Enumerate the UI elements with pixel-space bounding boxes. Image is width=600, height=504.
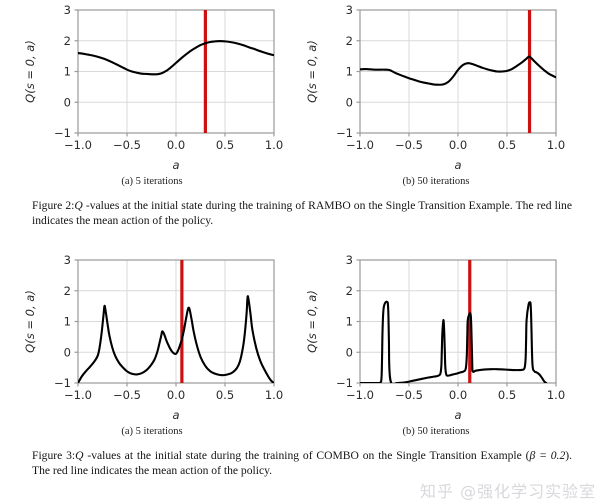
axis-ticks: −1.0 −0.5 0.0 0.5 1.0 −1 0 1 2 3 — [336, 3, 565, 152]
y-tick-label: 3 — [346, 3, 353, 17]
y-tick-label: 3 — [346, 253, 353, 267]
x-tick-label: −0.5 — [395, 388, 423, 402]
y-tick-label: 2 — [346, 34, 353, 48]
figure-3-caption-math: Q — [75, 449, 84, 462]
chart-fig3a: −1.0 −0.5 0.0 0.5 1.0 −1 0 1 2 3 a Q(s = 0, a) — [18, 250, 298, 425]
figure-3-caption-math2: β = 0.2 — [529, 449, 566, 462]
figure-2-panels: −1.0 −0.5 0.0 0.5 1.0 −1 0 1 2 3 a Q(s = 0, a) −1.0… — [0, 0, 600, 175]
q-value-curve — [360, 300, 548, 383]
chart-fig3b: −1.0 −0.5 0.0 0.5 1.0 −1 0 1 2 3 a Q(s = 0, a) — [300, 250, 580, 425]
figure-3-caption-text2: ). The red line indicates the mean actio… — [32, 449, 573, 477]
watermark: 知乎 @强化学习实验室 — [420, 482, 597, 501]
axis-ticks: −1.0 −0.5 0.0 0.5 1.0 −1 0 1 2 3 — [54, 3, 283, 152]
y-tick-label: 0 — [64, 95, 71, 109]
y-tick-label: 1 — [346, 315, 353, 329]
subcaption-fig2b: (b) 50 iterations — [402, 176, 470, 187]
figure-3-caption: Figure 3:Q -values at the initial state … — [0, 449, 600, 478]
y-tick-label: 1 — [64, 65, 71, 79]
x-axis-label: a — [454, 158, 461, 172]
axis-ticks: −1.0 −0.5 0.0 0.5 1.0 −1 0 1 2 3 — [54, 253, 283, 402]
plot-fig3b: −1.0 −0.5 0.0 0.5 1.0 −1 0 1 2 3 a Q(s = 0, a) — [305, 253, 565, 422]
axis-ticks: −1.0 −0.5 0.0 0.5 1.0 −1 0 1 2 3 — [336, 253, 565, 402]
y-tick-label: 2 — [64, 34, 71, 48]
x-tick-label: 0.0 — [449, 388, 467, 402]
x-axis-label: a — [454, 408, 461, 422]
x-tick-label: 0.0 — [167, 138, 185, 152]
y-tick-label: 1 — [64, 315, 71, 329]
y-tick-label: 2 — [346, 284, 353, 298]
y-tick-label: 0 — [346, 345, 353, 359]
y-axis-label: Q(s = 0, a) — [305, 290, 319, 353]
x-tick-label: 1.0 — [547, 138, 565, 152]
q-value-curve — [360, 55, 556, 86]
figure-2-caption-math: Q — [74, 199, 83, 212]
figure-3-panels: −1.0 −0.5 0.0 0.5 1.0 −1 0 1 2 3 a Q(s = 0, a) −1.0… — [0, 250, 600, 425]
subcaption-fig3a: (a) 5 iterations — [121, 426, 183, 437]
figure-3-subcaptions: (a) 5 iterations (b) 50 iterations — [0, 425, 600, 445]
figure-3-caption-label: Figure 3: — [32, 449, 76, 462]
q-value-curve — [78, 40, 274, 76]
chart-fig2b: −1.0 −0.5 0.0 0.5 1.0 −1 0 1 2 3 a Q(s = 0, a) — [300, 0, 580, 175]
y-tick-label: −1 — [54, 126, 71, 140]
x-tick-label: −1.0 — [346, 138, 374, 152]
x-tick-label: 1.0 — [265, 138, 283, 152]
x-axis-label: a — [172, 408, 179, 422]
chart-fig2a: −1.0 −0.5 0.0 0.5 1.0 −1 0 1 2 3 a Q(s = 0, a) — [18, 0, 298, 175]
y-axis-label: Q(s = 0, a) — [305, 40, 319, 103]
x-tick-label: −0.5 — [113, 388, 141, 402]
y-tick-label: 1 — [346, 65, 353, 79]
x-tick-label: 1.0 — [547, 388, 565, 402]
y-axis-label: Q(s = 0, a) — [23, 290, 37, 353]
y-tick-label: 0 — [346, 95, 353, 109]
y-tick-label: 0 — [64, 345, 71, 359]
subcaption-fig2a: (a) 5 iterations — [121, 176, 183, 187]
x-tick-label: −1.0 — [64, 138, 92, 152]
x-tick-label: 1.0 — [265, 388, 283, 402]
x-tick-label: 0.5 — [216, 388, 234, 402]
y-tick-label: 3 — [64, 3, 71, 17]
plot-fig3a: −1.0 −0.5 0.0 0.5 1.0 −1 0 1 2 3 a Q(s = 0, a) — [23, 253, 283, 422]
y-tick-label: 2 — [64, 284, 71, 298]
y-tick-label: −1 — [336, 376, 353, 390]
plot-fig2a: −1.0 −0.5 0.0 0.5 1.0 −1 0 1 2 3 a Q(s = 0, a) — [23, 3, 283, 172]
q-value-curve — [78, 295, 274, 383]
figure-2-caption-text: -values at the initial state during the … — [32, 199, 572, 227]
x-tick-label: −1.0 — [64, 388, 92, 402]
subcaption-fig3b: (b) 50 iterations — [402, 426, 470, 437]
plot-fig2b: −1.0 −0.5 0.0 0.5 1.0 −1 0 1 2 3 a Q(s = 0, a) — [305, 3, 565, 172]
x-tick-label: 0.0 — [449, 138, 467, 152]
x-axis-label: a — [172, 158, 179, 172]
x-tick-label: −0.5 — [113, 138, 141, 152]
x-tick-label: 0.5 — [498, 138, 516, 152]
figure-3: −1.0 −0.5 0.0 0.5 1.0 −1 0 1 2 3 a Q(s = 0, a) −1.0… — [0, 250, 600, 478]
x-tick-label: 0.5 — [216, 138, 234, 152]
figure-2-subcaptions: (a) 5 iterations (b) 50 iterations — [0, 175, 600, 195]
y-tick-label: −1 — [336, 126, 353, 140]
y-axis-label: Q(s = 0, a) — [23, 40, 37, 103]
figure-2: −1.0 −0.5 0.0 0.5 1.0 −1 0 1 2 3 a Q(s = 0, a) −1.0… — [0, 0, 600, 228]
x-tick-label: 0.5 — [498, 388, 516, 402]
x-tick-label: −1.0 — [346, 388, 374, 402]
y-tick-label: −1 — [54, 376, 71, 390]
figure-2-caption: Figure 2:Q -values at the initial state … — [0, 199, 600, 228]
x-tick-label: 0.0 — [167, 388, 185, 402]
y-tick-label: 3 — [64, 253, 71, 267]
figure-3-caption-text: -values at the initial state during the … — [83, 449, 530, 462]
figure-2-caption-label: Figure 2: — [32, 199, 75, 212]
x-tick-label: −0.5 — [395, 138, 423, 152]
